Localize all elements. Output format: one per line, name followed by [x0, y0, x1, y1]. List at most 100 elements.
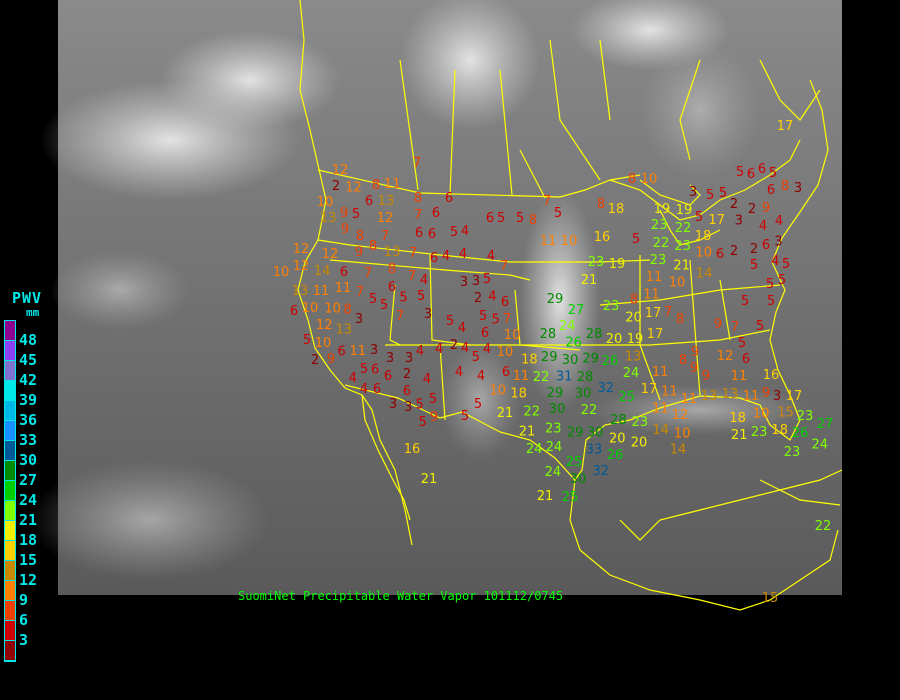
- legend-swatch: [5, 521, 15, 541]
- station-pwv-value: 4: [487, 249, 495, 264]
- station-pwv-value: 5: [461, 409, 469, 424]
- station-pwv-value: 6: [430, 251, 438, 266]
- station-pwv-value: 5: [472, 350, 480, 365]
- legend-label: 12: [19, 571, 38, 589]
- station-pwv-value: 12: [377, 211, 394, 226]
- station-pwv-value: 4: [771, 254, 779, 269]
- station-pwv-value: 11: [313, 284, 330, 299]
- station-pwv-value: 23: [650, 253, 667, 268]
- station-pwv-value: 22: [581, 403, 598, 418]
- station-pwv-value: 5: [695, 210, 703, 225]
- station-pwv-value: 6: [742, 352, 750, 367]
- station-pwv-value: 11: [513, 369, 530, 384]
- station-pwv-value: 26: [565, 336, 582, 351]
- station-pwv-value: 3: [472, 274, 480, 289]
- station-pwv-value: 5: [766, 277, 774, 292]
- station-pwv-value: 29: [582, 352, 599, 367]
- station-pwv-value: 12: [322, 247, 339, 262]
- legend-swatch: [5, 501, 15, 521]
- border-line: [344, 79, 829, 481]
- station-pwv-value: 29: [547, 292, 564, 307]
- station-pwv-value: 4: [461, 224, 469, 239]
- border-line: [385, 329, 771, 346]
- station-pwv-value: 16: [763, 368, 780, 383]
- station-pwv-value: 9: [430, 410, 438, 425]
- border-line: [519, 149, 546, 199]
- border-line: [317, 239, 651, 263]
- border-line: [329, 259, 531, 281]
- legend-swatch: [5, 401, 15, 421]
- legend-swatch: [5, 541, 15, 561]
- station-pwv-value: 12: [345, 181, 362, 196]
- border-line: [317, 169, 641, 198]
- station-pwv-value: 13: [320, 211, 337, 226]
- station-pwv-value: 25: [566, 455, 583, 470]
- station-pwv-value: 7: [500, 259, 508, 274]
- station-pwv-value: 22: [533, 370, 550, 385]
- station-pwv-value: 19: [676, 203, 693, 218]
- border-line: [599, 284, 781, 306]
- station-pwv-value: 30: [570, 472, 587, 487]
- border-line: [639, 255, 661, 401]
- station-pwv-value: 2: [474, 291, 482, 306]
- station-pwv-value: 17: [777, 119, 794, 134]
- border-line: [429, 254, 471, 346]
- station-pwv-value: 4: [458, 321, 466, 336]
- station-pwv-value: 24: [559, 319, 576, 334]
- station-pwv-value: 5: [474, 397, 482, 412]
- station-pwv-value: 11: [643, 288, 660, 303]
- station-pwv-value: 3: [355, 312, 363, 327]
- station-pwv-value: 5: [399, 291, 407, 306]
- station-pwv-value: 3: [689, 185, 697, 200]
- station-pwv-value: 4: [360, 382, 368, 397]
- station-pwv-value: 30: [549, 402, 566, 417]
- station-pwv-value: 29: [567, 425, 584, 440]
- station-pwv-value: 3: [794, 181, 802, 196]
- legend-color-bar: [4, 320, 16, 662]
- station-pwv-value: 25: [562, 490, 579, 505]
- station-pwv-value: 4: [420, 273, 428, 288]
- station-pwv-value: 23: [588, 255, 605, 270]
- station-pwv-value: 7: [664, 305, 672, 320]
- legend-label: 15: [19, 551, 38, 569]
- station-pwv-value: 23: [751, 425, 768, 440]
- station-pwv-value: 26: [602, 354, 619, 369]
- legend-swatch: [5, 461, 15, 481]
- station-pwv-value: 5: [778, 273, 786, 288]
- map-caption: SuomiNet Precipitable Water Vapor 101112…: [238, 589, 564, 603]
- station-pwv-value: 6: [388, 280, 396, 295]
- station-pwv-value: 22: [653, 236, 670, 251]
- station-pwv-value: 10: [497, 345, 514, 360]
- station-pwv-value: 2: [748, 202, 756, 217]
- station-pwv-value: 5: [360, 362, 368, 377]
- station-pwv-value: 10: [753, 407, 770, 422]
- station-pwv-value: 8: [372, 178, 380, 193]
- station-pwv-value: 8: [344, 302, 352, 317]
- station-pwv-value: 10: [561, 234, 578, 249]
- station-pwv-value: 15: [762, 591, 779, 606]
- station-pwv-value: 13: [722, 387, 739, 402]
- station-pwv-value: 9: [341, 222, 349, 237]
- station-pwv-value: 30: [562, 353, 579, 368]
- station-pwv-value: 10: [317, 195, 334, 210]
- station-pwv-value: 18: [608, 202, 625, 217]
- station-pwv-value: 7: [381, 229, 389, 244]
- station-pwv-value: 25: [619, 390, 636, 405]
- station-pwv-value: 5: [741, 294, 749, 309]
- legend-swatch: [5, 621, 15, 641]
- station-pwv-value: 19: [654, 202, 671, 217]
- station-pwv-value: 6: [371, 362, 379, 377]
- station-pwv-value: 18: [729, 411, 746, 426]
- legend-swatch: [5, 601, 15, 621]
- station-pwv-value: 2: [730, 244, 738, 259]
- station-pwv-value: 29: [541, 350, 558, 365]
- station-pwv-value: 9: [702, 369, 710, 384]
- political-borders: [297, 0, 843, 611]
- station-pwv-value: 5: [719, 186, 727, 201]
- station-pwv-value: 8: [628, 172, 636, 187]
- station-pwv-value: 9: [714, 317, 722, 332]
- border-line: [449, 69, 456, 196]
- station-pwv-value: 8: [414, 191, 422, 206]
